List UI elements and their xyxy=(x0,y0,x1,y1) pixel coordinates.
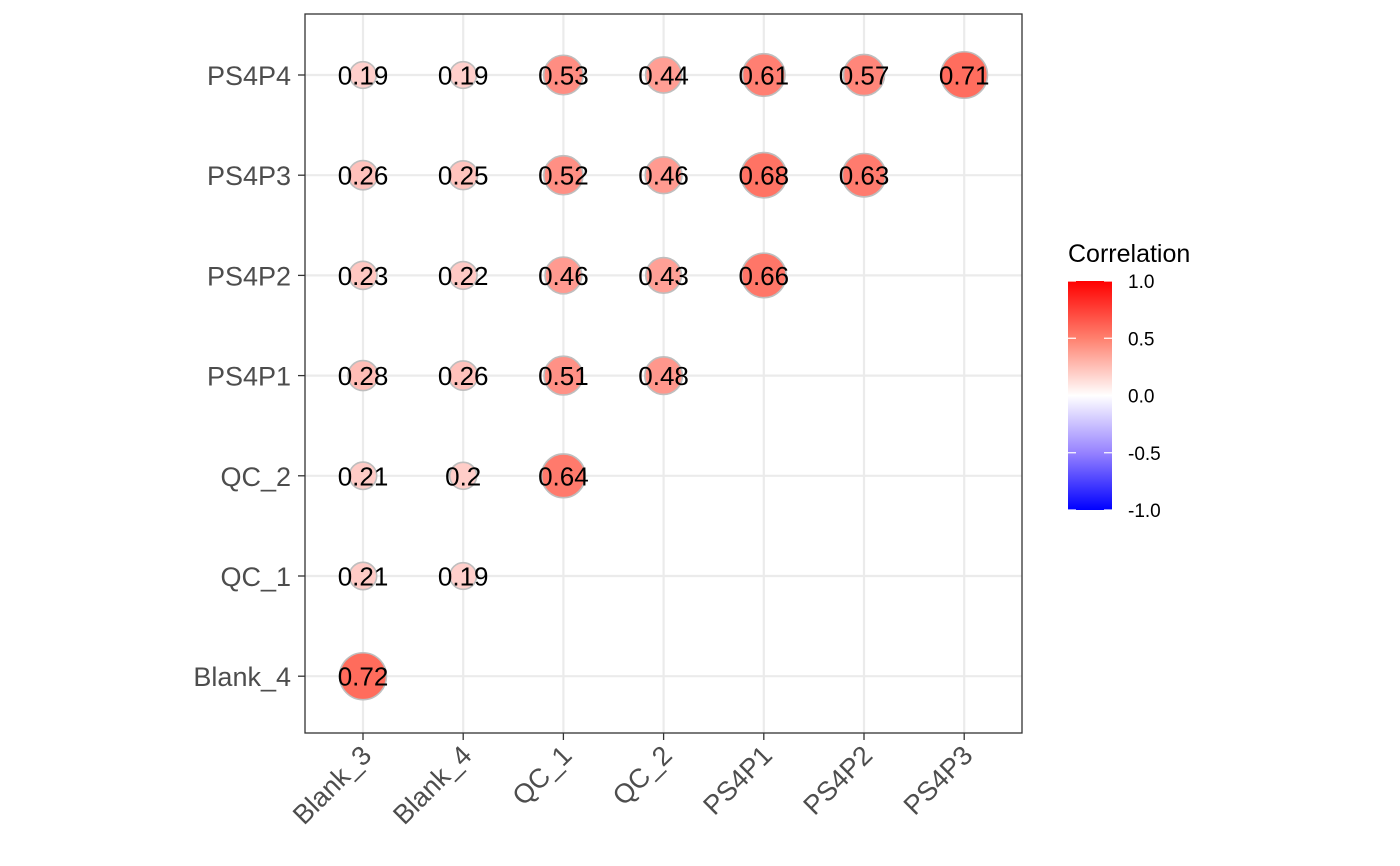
bubble-qc-1-ps4p1 xyxy=(543,355,584,396)
y-tick-label-ps4p4: PS4P4 xyxy=(207,61,291,91)
value-label-qc-2-ps4p4: 0.44 xyxy=(638,61,689,91)
bubble-blank-3-ps4p2 xyxy=(348,260,378,291)
bubble-blank-3-blank-4 xyxy=(338,651,388,701)
y-tick-label-qc-2: QC_2 xyxy=(220,462,291,492)
bubble-ps4p1-ps4p4 xyxy=(741,52,786,98)
value-label-qc-1-ps4p3: 0.52 xyxy=(538,161,589,191)
value-label-qc-2-ps4p3: 0.46 xyxy=(638,161,689,191)
bubble-blank-4-ps4p3 xyxy=(447,159,479,191)
y-tick-label-ps4p1: PS4P1 xyxy=(207,362,291,392)
legend: Correlation 1.0 0.5 0.0 -0.5 -1.0 xyxy=(1068,240,1190,522)
y-tick-label-ps4p3: PS4P3 xyxy=(207,161,291,191)
bubble-qc-2-ps4p2 xyxy=(644,256,683,295)
value-label-blank-3-ps4p3: 0.26 xyxy=(338,161,389,191)
x-tick-label-blank-4: Blank_4 xyxy=(387,740,477,830)
x-tick-label-qc-1: QC_1 xyxy=(507,740,578,811)
value-label-ps4p1-ps4p2: 0.66 xyxy=(738,261,789,291)
value-label-qc-2-ps4p1: 0.48 xyxy=(638,361,689,391)
value-label-qc-1-qc-2: 0.64 xyxy=(538,461,589,491)
value-label-blank-3-ps4p4: 0.19 xyxy=(338,61,389,91)
value-label-qc-2-ps4p2: 0.43 xyxy=(638,261,689,291)
bubble-qc-2-ps4p1 xyxy=(644,356,684,396)
legend-label-2: 0.0 xyxy=(1128,387,1154,408)
value-label-ps4p2-ps4p3: 0.63 xyxy=(839,161,890,191)
bubble-qc-1-qc-2 xyxy=(540,453,587,499)
value-label-blank-4-ps4p4: 0.19 xyxy=(438,61,489,91)
legend-label-3: -0.5 xyxy=(1128,444,1161,465)
bubble-qc-1-ps4p4 xyxy=(542,54,584,96)
bubble-blank-3-ps4p3 xyxy=(347,159,379,191)
value-label-ps4p1-ps4p4: 0.61 xyxy=(738,61,789,91)
bubble-blank-3-qc-1 xyxy=(348,561,378,591)
bubble-blank-3-ps4p4 xyxy=(348,60,378,90)
legend-label-1: 0.5 xyxy=(1128,329,1154,350)
bubble-qc-2-ps4p3 xyxy=(644,155,683,195)
y-tick-label-ps4p2: PS4P2 xyxy=(207,261,291,291)
value-label-qc-1-ps4p1: 0.51 xyxy=(538,361,589,391)
bubble-qc-2-ps4p4 xyxy=(644,56,683,94)
bubble-blank-4-ps4p2 xyxy=(448,260,478,291)
y-tick-label-qc-1: QC_1 xyxy=(220,562,291,592)
bubble-qc-1-ps4p2 xyxy=(544,256,583,295)
value-label-ps4p2-ps4p4: 0.57 xyxy=(839,61,890,91)
y-tick-label-blank-4: Blank_4 xyxy=(193,662,291,692)
value-label-blank-4-ps4p2: 0.22 xyxy=(438,261,489,291)
bubble-blank-4-ps4p1 xyxy=(447,360,479,392)
value-label-blank-4-ps4p1: 0.26 xyxy=(438,361,489,391)
bubble-blank-4-ps4p4 xyxy=(449,60,478,90)
value-label-blank-3-blank-4: 0.72 xyxy=(338,662,389,692)
value-label-ps4p1-ps4p3: 0.68 xyxy=(738,161,789,191)
bubble-ps4p2-ps4p3 xyxy=(841,152,887,198)
bubble-blank-4-qc-2 xyxy=(448,461,478,491)
x-tick-label-blank-3: Blank_3 xyxy=(287,740,377,830)
bubbles xyxy=(338,50,989,701)
value-label-blank-3-ps4p2: 0.23 xyxy=(338,261,389,291)
value-label-blank-4-qc-2: 0.2 xyxy=(445,461,481,491)
value-labels: 0.19 0.19 0.53 0.44 0.61 0.57 0.71 0.26 0.25 0.52… xyxy=(338,61,990,692)
x-tick-label-ps4p1: PS4P1 xyxy=(697,740,778,821)
value-label-blank-3-qc-1: 0.21 xyxy=(338,562,389,592)
value-label-blank-3-ps4p1: 0.28 xyxy=(338,361,389,391)
legend-label-0: 1.0 xyxy=(1128,272,1154,293)
legend-label-4: -1.0 xyxy=(1128,501,1161,522)
bubble-ps4p1-ps4p3 xyxy=(740,151,788,199)
bubble-blank-3-ps4p1 xyxy=(347,359,379,392)
value-label-qc-1-ps4p4: 0.53 xyxy=(538,61,589,91)
bubble-blank-3-qc-2 xyxy=(348,461,378,491)
bubble-qc-1-ps4p3 xyxy=(543,154,584,196)
value-label-blank-4-qc-1: 0.19 xyxy=(438,562,489,592)
x-tick-label-ps4p3: PS4P3 xyxy=(898,740,979,821)
value-label-qc-1-ps4p2: 0.46 xyxy=(538,261,589,291)
x-tick-label-qc-2: QC_2 xyxy=(607,740,678,811)
legend-title: Correlation xyxy=(1068,240,1190,268)
value-label-ps4p3-ps4p4: 0.71 xyxy=(939,61,990,91)
value-label-blank-4-ps4p3: 0.25 xyxy=(438,161,489,191)
value-label-blank-3-qc-2: 0.21 xyxy=(338,461,389,491)
bubble-ps4p1-ps4p2 xyxy=(740,252,787,299)
bubble-ps4p2-ps4p4 xyxy=(842,53,886,97)
bubble-ps4p3-ps4p4 xyxy=(940,50,989,100)
x-tick-label-ps4p2: PS4P2 xyxy=(798,740,879,821)
bubble-blank-4-qc-1 xyxy=(449,561,478,591)
